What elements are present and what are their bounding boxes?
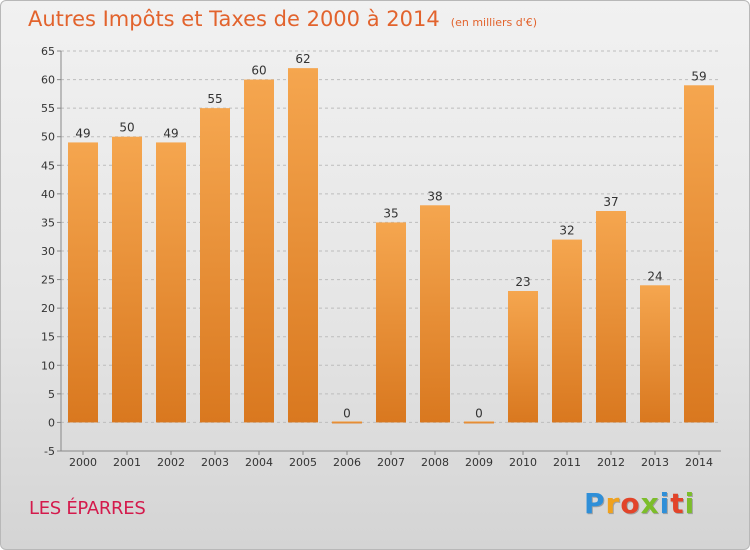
x-tick-label-2008: 2008	[421, 456, 449, 469]
logo-letter: P	[584, 487, 606, 520]
y-tick-label: 60	[41, 74, 55, 87]
x-tick-label-2014: 2014	[685, 456, 713, 469]
proxiti-logo: Proxiti	[584, 487, 695, 520]
bar-2013	[640, 285, 670, 423]
y-tick-label: 20	[41, 302, 55, 315]
chart-title-block: Autres Impôts et Taxes de 2000 à 2014 (e…	[28, 7, 537, 31]
bar-2003	[200, 108, 230, 423]
value-label-2004: 60	[251, 64, 266, 78]
y-tick-label: 0	[48, 416, 55, 429]
x-tick-label-2009: 2009	[465, 456, 493, 469]
value-label-2006: 0	[343, 406, 351, 420]
y-tick-label: 40	[41, 188, 55, 201]
labels: -5 0 5 10 15 20 25 30 35 40 45 50 55 60 65 49 2000 50 2001…	[41, 45, 713, 469]
axes	[57, 50, 721, 455]
y-tick-label: 50	[41, 131, 55, 144]
y-tick-label: 5	[48, 388, 55, 401]
bar-2010	[508, 291, 538, 423]
bar-2005	[288, 68, 318, 423]
value-label-2008: 38	[427, 189, 442, 203]
x-tick-label-2000: 2000	[69, 456, 97, 469]
value-label-2000: 49	[75, 126, 90, 140]
bar-2000	[68, 142, 98, 423]
y-tick-label: 45	[41, 159, 55, 172]
logo-letter: i	[659, 487, 671, 520]
y-tick-label: -5	[44, 445, 55, 458]
chart-title: Autres Impôts et Taxes de 2000 à 2014	[28, 7, 440, 31]
y-tick-label: 55	[41, 102, 55, 115]
x-tick-label-2013: 2013	[641, 456, 669, 469]
bar-2004	[244, 79, 274, 423]
value-label-2007: 35	[383, 206, 398, 220]
value-label-2013: 24	[647, 269, 662, 283]
value-label-2001: 50	[119, 121, 134, 135]
x-tick-label-2003: 2003	[201, 456, 229, 469]
x-tick-label-2012: 2012	[597, 456, 625, 469]
chart-unit: (en milliers d'€)	[450, 16, 538, 29]
x-tick-label-2011: 2011	[553, 456, 581, 469]
y-tick-label: 35	[41, 216, 55, 229]
logo-letter: x	[640, 487, 660, 520]
bar-2008	[420, 205, 450, 423]
logo-letter: i	[684, 487, 696, 520]
x-tick-label-2001: 2001	[113, 456, 141, 469]
y-tick-label: 15	[41, 331, 55, 344]
x-tick-label-2010: 2010	[509, 456, 537, 469]
bar-2006	[332, 421, 362, 424]
value-label-2003: 55	[207, 92, 222, 106]
x-tick-label-2002: 2002	[157, 456, 185, 469]
value-label-2012: 37	[603, 195, 618, 209]
value-label-2002: 49	[163, 126, 178, 140]
logo-letter: t	[670, 487, 685, 520]
logo-letter: o	[620, 487, 641, 520]
value-label-2009: 0	[475, 406, 483, 420]
x-tick-label-2004: 2004	[245, 456, 273, 469]
value-label-2005: 62	[295, 52, 310, 66]
x-tick-label-2005: 2005	[289, 456, 317, 469]
bar-2011	[552, 239, 582, 423]
x-tick-label-2007: 2007	[377, 456, 405, 469]
bar-2012	[596, 211, 626, 423]
y-tick-label: 30	[41, 245, 55, 258]
commune-name: LES ÉPARRES	[29, 498, 146, 519]
bar-2014	[684, 85, 714, 423]
value-label-2011: 32	[559, 224, 574, 238]
value-label-2010: 23	[515, 275, 530, 289]
y-tick-label: 10	[41, 359, 55, 372]
bar-2002	[156, 142, 186, 423]
y-tick-label: 65	[41, 45, 55, 58]
logo-letter: r	[605, 487, 621, 520]
value-label-2014: 59	[691, 69, 706, 83]
x-tick-label-2006: 2006	[333, 456, 361, 469]
y-tick-label: 25	[41, 274, 55, 287]
bars	[68, 68, 714, 424]
bar-2007	[376, 222, 406, 423]
bar-2001	[112, 136, 142, 423]
bar-2009	[464, 421, 494, 424]
